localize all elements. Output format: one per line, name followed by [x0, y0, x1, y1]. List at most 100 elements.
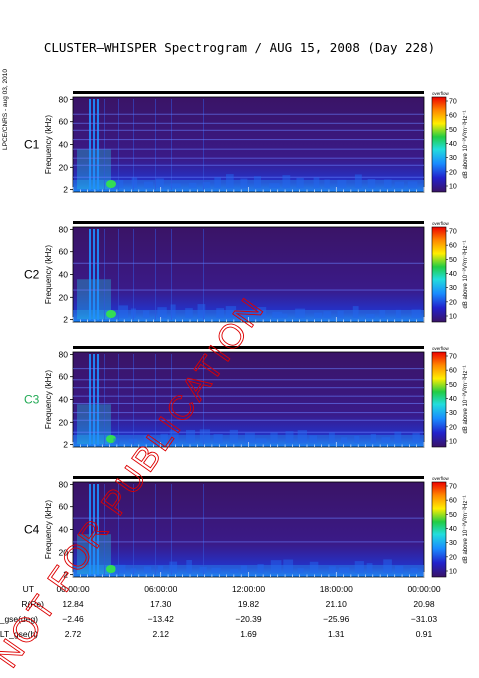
- colorbar-tick-label: 50: [449, 127, 457, 134]
- x-axis-ut-value: 18:00:00: [320, 584, 353, 594]
- low-frequency-feature: [130, 308, 136, 318]
- spectrogram-image: [72, 96, 425, 193]
- panel-label: C1: [24, 138, 40, 152]
- x-axis-r-value: 20.98: [413, 599, 435, 609]
- low-frequency-band: [73, 180, 424, 190]
- low-frequency-feature: [337, 310, 344, 318]
- x-axis-row-label: Lat_gse(deg): [0, 614, 38, 624]
- vertical-streak: [155, 354, 156, 445]
- colorbar: [431, 96, 447, 193]
- low-frequency-feature: [282, 313, 288, 318]
- y-tick-label: 60: [59, 502, 69, 512]
- vertical-streak: [171, 484, 172, 575]
- low-frequency-feature: [142, 310, 150, 318]
- low-frequency-feature: [128, 438, 138, 443]
- low-frequency-feature: [169, 561, 178, 573]
- low-frequency-feature: [213, 434, 223, 443]
- x-axis-r-value: 17.30: [150, 599, 172, 609]
- low-frequency-feature: [337, 179, 347, 188]
- vertical-streak: [203, 354, 204, 445]
- low-frequency-feature: [216, 308, 225, 318]
- colorbar-tick-label: 30: [449, 285, 457, 292]
- vertical-streak: [104, 484, 105, 575]
- colorbar-label: dB above 10⁻⁸V²m⁻²Hz⁻¹: [462, 495, 469, 563]
- x-axis-ut-value: 12:00:00: [232, 584, 265, 594]
- colorbar-tick-label: 70: [449, 229, 457, 236]
- vertical-streak: [97, 99, 99, 190]
- colorbar-tick-label: 20: [449, 424, 457, 431]
- low-frequency-feature: [411, 309, 421, 318]
- horizontal-line: [73, 262, 424, 264]
- low-frequency-feature: [202, 182, 211, 188]
- low-frequency-band: [73, 310, 424, 320]
- colorbar-tick-label: 60: [449, 113, 457, 120]
- x-axis-ut-value: 00:00:00: [407, 584, 440, 594]
- low-frequency-feature: [214, 177, 221, 188]
- low-frequency-feature: [226, 174, 234, 188]
- vertical-streak: [89, 99, 91, 190]
- low-frequency-feature: [328, 432, 335, 443]
- low-frequency-feature: [186, 559, 192, 573]
- colorbar-tick-label: 10: [449, 184, 457, 191]
- low-frequency-feature: [354, 174, 362, 188]
- low-frequency-feature: [240, 313, 247, 318]
- x-axis-lt-value: 0.91: [416, 629, 433, 639]
- x-axis-row-label: LT_gse(h): [0, 629, 38, 639]
- colorbar-tick-label: 50: [449, 512, 457, 519]
- vertical-streak: [133, 229, 134, 320]
- y-tick-label: 2: [63, 570, 68, 580]
- green-emission-spot: [106, 310, 116, 318]
- low-frequency-feature: [143, 566, 152, 573]
- colorbar-tick-label: 20: [449, 299, 457, 306]
- horizontal-line: [73, 157, 424, 159]
- y-tick-label: 40: [59, 395, 69, 405]
- panel-c1: 80 60 40 20 2 Frequency (kHz) C1 overflow 70 60 50…: [24, 91, 469, 195]
- low-frequency-feature: [244, 432, 255, 443]
- low-frequency-feature: [282, 175, 291, 188]
- y-tick-label: 60: [59, 117, 69, 127]
- panel-top-bar: [73, 476, 424, 479]
- low-frequency-feature: [296, 177, 304, 188]
- low-frequency-feature: [158, 565, 164, 573]
- x-axis-row-label: R(Re): [21, 599, 44, 609]
- y-axis-label: Frequency (kHz): [44, 500, 53, 559]
- low-frequency-feature: [188, 182, 197, 188]
- horizontal-line: [73, 129, 424, 131]
- y-tick-label: 20: [59, 292, 69, 302]
- panel-label: C2: [24, 268, 40, 282]
- vertical-streak: [97, 484, 99, 575]
- y-tick-label: 2: [63, 315, 68, 325]
- low-frequency-feature: [185, 429, 196, 443]
- vertical-streak: [104, 354, 105, 445]
- green-emission-spot: [106, 565, 116, 573]
- y-tick-label: 20: [59, 162, 69, 172]
- horizontal-line: [73, 148, 424, 150]
- low-frequency-feature: [313, 177, 320, 188]
- low-frequency-feature: [113, 438, 120, 443]
- low-frequency-feature: [115, 564, 126, 573]
- y-tick-label: 80: [59, 94, 69, 104]
- x-axis-ut-value: 06:00:00: [144, 584, 177, 594]
- low-frequency-feature: [285, 431, 294, 443]
- colorbar-tick-label: 20: [449, 169, 457, 176]
- low-frequency-feature: [384, 179, 392, 188]
- low-frequency-feature: [341, 437, 348, 443]
- horizontal-line: [73, 289, 424, 291]
- low-frequency-feature: [354, 561, 364, 573]
- low-frequency-feature: [381, 437, 391, 443]
- low-frequency-feature: [160, 433, 168, 443]
- vertical-streak: [203, 99, 204, 190]
- colorbar-tick-label: 60: [449, 243, 457, 250]
- low-frequency-feature: [283, 559, 294, 573]
- low-frequency-feature: [370, 433, 376, 443]
- y-tick-label: 80: [59, 349, 69, 359]
- vertical-streak: [171, 354, 172, 445]
- low-frequency-feature: [272, 311, 283, 318]
- colorbar-tick-label: 40: [449, 396, 457, 403]
- low-frequency-feature: [255, 438, 267, 443]
- low-frequency-feature: [225, 306, 237, 318]
- x-axis-r-value: 19.82: [238, 599, 260, 609]
- low-frequency-feature: [395, 565, 404, 573]
- colorbar: [431, 351, 447, 448]
